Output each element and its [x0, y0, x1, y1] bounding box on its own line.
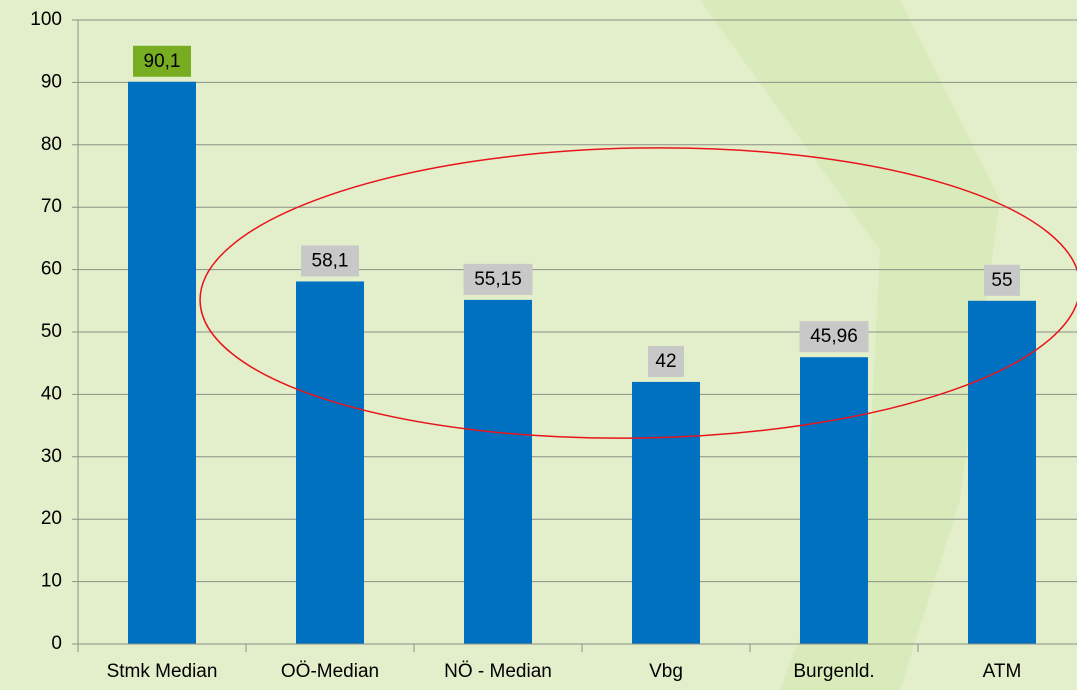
bar: [296, 281, 364, 644]
x-tick-label: NÖ - Median: [444, 661, 552, 682]
value-label: 90,1: [144, 51, 181, 72]
bar: [128, 82, 196, 644]
value-label: 55,15: [474, 269, 522, 290]
y-tick-label: 60: [41, 259, 62, 280]
x-tick-label: OÖ-Median: [281, 661, 379, 682]
y-tick-label: 0: [51, 633, 62, 654]
chart: 0 10 20 30 40 50 60 70 80 90 100 Stmk Median 90,1 OÖ-…: [0, 0, 1077, 690]
bar: [968, 301, 1036, 644]
x-tick-label: Stmk Median: [107, 661, 218, 682]
x-tick-label: Vbg: [649, 661, 683, 682]
value-label: 55: [991, 270, 1012, 291]
y-tick-label: 90: [41, 71, 62, 92]
value-label: 45,96: [810, 326, 858, 347]
y-tick-label: 40: [41, 383, 62, 404]
y-tick-label: 80: [41, 134, 62, 155]
x-tick-label: Burgenld.: [793, 661, 874, 682]
x-tick-label: ATM: [983, 661, 1022, 682]
bar: [632, 382, 700, 644]
y-tick-label: 100: [30, 9, 62, 30]
y-tick-label: 10: [41, 571, 62, 592]
y-tick-label: 20: [41, 508, 62, 529]
page: 0 10 20 30 40 50 60 70 80 90 100 Stmk Median 90,1 OÖ-…: [0, 0, 1077, 690]
y-tick-label: 50: [41, 321, 62, 342]
value-label: 42: [655, 351, 676, 372]
bar: [464, 300, 532, 644]
value-label: 58,1: [312, 250, 349, 271]
y-tick-label: 70: [41, 196, 62, 217]
bar: [800, 357, 868, 644]
y-tick-label: 30: [41, 446, 62, 467]
